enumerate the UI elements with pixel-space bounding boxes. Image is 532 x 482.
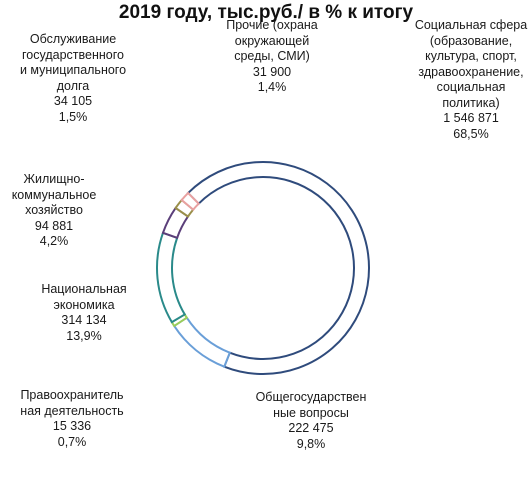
data-label: Жилищно-коммунальное хозяйство 94 881 4,2% xyxy=(2,172,106,250)
category-label: Обслуживание государственного и муниципа… xyxy=(19,32,127,93)
donut-segment xyxy=(172,316,232,368)
value-label: 94 881 xyxy=(34,218,74,233)
donut-segment xyxy=(156,231,187,324)
category-label: Правоохранительная деятельность xyxy=(20,388,124,418)
donut-segment xyxy=(180,191,201,212)
category-label: Прочие (охрана окружающей среды, СМИ) xyxy=(226,18,318,63)
value-label: 31 900 xyxy=(252,64,292,79)
percent-label: 4,2% xyxy=(39,234,69,248)
value-label: 314 134 xyxy=(61,313,107,327)
percent-label: 13,9% xyxy=(66,328,102,343)
data-label: Обслуживание государственного и муниципа… xyxy=(18,32,128,125)
data-label: Социальная сфера (образование, культура,… xyxy=(412,18,530,142)
percent-label: 0,7% xyxy=(57,434,87,449)
data-label: Национальная экономика 314 134 13,9% xyxy=(28,282,140,344)
percent-label: 1,4% xyxy=(257,80,287,94)
data-label: Правоохранительная деятельность 15 336 0,7… xyxy=(20,388,124,450)
value-label: 222 475 xyxy=(288,421,334,435)
percent-label: 9,8% xyxy=(296,436,326,451)
category-label: Общегосударственные вопросы xyxy=(255,390,367,420)
category-label: Жилищно-коммунальное хозяйство xyxy=(11,172,97,217)
value-label: 15 336 xyxy=(52,419,92,433)
data-label: Общегосударственные вопросы 222 475 9,8% xyxy=(255,390,367,452)
category-label: Социальная сфера (образование, культура,… xyxy=(414,18,528,110)
percent-label: 1,5% xyxy=(58,109,88,124)
data-label: Прочие (охрана окружающей среды, СМИ) 31 … xyxy=(220,18,324,96)
chart-title: 2019 году, тыс.руб./ в % к итогу xyxy=(118,2,414,23)
value-label: 1 546 871 xyxy=(443,111,499,125)
value-label: 34 105 xyxy=(53,94,93,108)
percent-label: 68,5% xyxy=(453,126,489,141)
donut-segment xyxy=(186,161,370,375)
category-label: Национальная экономика xyxy=(41,282,127,312)
